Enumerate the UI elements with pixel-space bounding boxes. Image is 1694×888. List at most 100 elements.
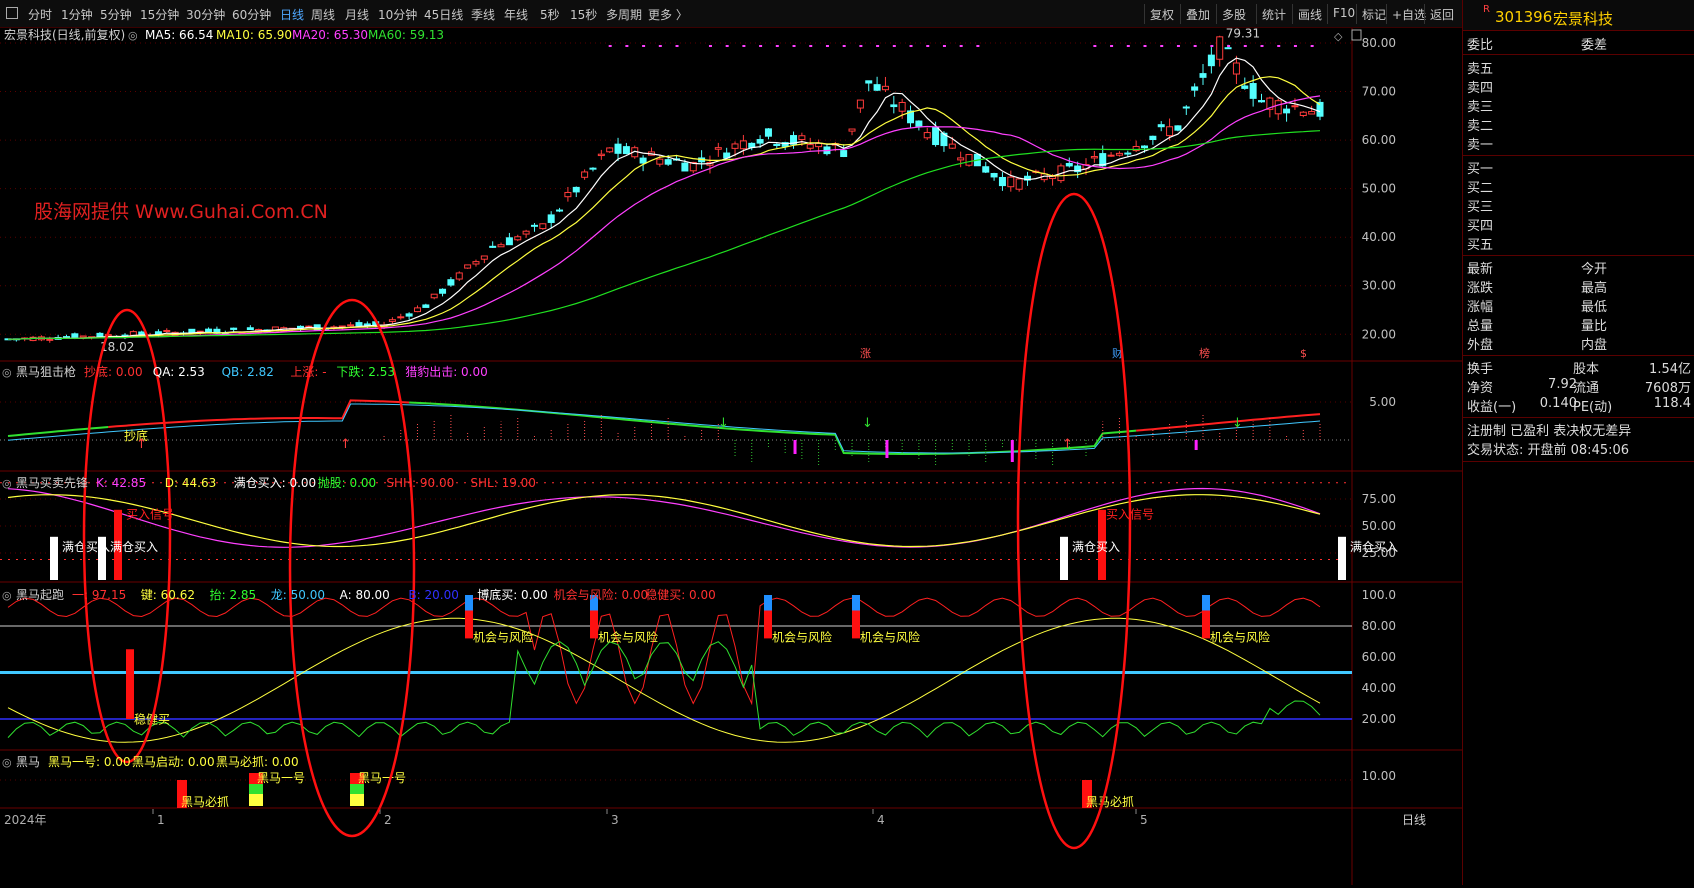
axis-corner-label: 日线 (1402, 813, 1426, 827)
toolbar-grid-icon[interactable] (6, 7, 18, 19)
indicator-param: 抬: 2.85 (210, 588, 257, 602)
period-tab-13[interactable]: 5秒 (540, 8, 560, 22)
candle-body (363, 323, 371, 326)
candle-body (455, 272, 463, 280)
period-tab-1[interactable]: 1分钟 (61, 8, 93, 22)
toolbar-action-1[interactable]: 叠加 (1186, 8, 1211, 22)
p4-risk-label: 机会与风险 (772, 630, 832, 645)
signal-dot (1227, 45, 1231, 47)
p2-down-arrow-icon: ↓ (862, 416, 873, 431)
candle-body (505, 237, 513, 246)
stock-header[interactable]: R 301396 宏景科技 (1463, 0, 1694, 31)
signal-dot (1193, 45, 1197, 47)
date-axis-label: 2 (384, 813, 392, 827)
ma-line-60 (8, 130, 1321, 340)
finance-value-2: 7608万 (1644, 381, 1691, 396)
indicator-name: 黑马 (16, 755, 40, 769)
p2-axis-label: 5.00 (1369, 395, 1396, 409)
low-price-label: 18.02 (100, 340, 134, 354)
highlight-ellipse (82, 308, 172, 764)
candle-body (840, 150, 848, 158)
toolbar-action-8[interactable]: 返回 (1430, 8, 1455, 22)
p5-bizhua-label: 黑马必抓 (1086, 795, 1134, 809)
toolbar-action-4[interactable]: 画线 (1298, 8, 1323, 22)
period-tab-12[interactable]: 年线 (504, 8, 529, 22)
candle-body (129, 331, 137, 336)
candle-body (681, 162, 689, 172)
period-tab-3[interactable]: 15分钟 (140, 8, 180, 22)
finance-label: 换手 (1467, 362, 1494, 377)
signal-dot (1210, 45, 1214, 47)
candle-body (898, 101, 906, 112)
p4-blue-block (590, 595, 598, 611)
signal-dot (1126, 45, 1130, 47)
trade-status-text: 交易状态: 开盘前 08:45:06 (1467, 443, 1630, 458)
p2-bar (1010, 440, 1014, 462)
ma-line-20 (8, 95, 1321, 340)
period-tab-16[interactable]: 更多 〉 (648, 8, 688, 22)
signal-dot (642, 45, 646, 47)
period-tab-6[interactable]: 日线 (280, 8, 305, 22)
indicator-settings-icon: ◎ (2, 477, 12, 490)
toolbar-action-0[interactable]: 复权 (1150, 8, 1175, 22)
chart-canvas[interactable]: 80.00 70.00 60.00 50.00 40.00 30.00 20.00 79.31… (0, 27, 1462, 885)
signal-dot (942, 45, 946, 47)
candle-body (597, 153, 605, 157)
date-axis-label: 2024年 (4, 813, 47, 827)
p3-buy-label: 满仓买入 (1350, 540, 1398, 554)
chart-area[interactable]: 80.00 70.00 60.00 50.00 40.00 30.00 20.00 79.31… (0, 27, 1462, 885)
quote-row: 外盘 内盘 (1463, 334, 1694, 353)
candle-body (564, 191, 572, 198)
period-tab-14[interactable]: 15秒 (570, 8, 598, 22)
p4-risk-label: 机会与风险 (860, 630, 920, 645)
p3-axis-label: 50.00 (1362, 519, 1396, 533)
candle-body (589, 167, 597, 170)
candle-body (1291, 105, 1299, 108)
signal-dot (625, 45, 629, 47)
candle-body (1090, 156, 1098, 159)
toolbar-separator (1180, 4, 1181, 24)
candle-body (781, 142, 789, 147)
indicator-param: 猎豹出击: 0.00 (405, 364, 488, 379)
period-tab-2[interactable]: 5分钟 (100, 8, 132, 22)
toolbar-action-5[interactable]: F10 (1333, 6, 1356, 20)
candle-body (873, 84, 881, 91)
diamond-icon: ◇ (1334, 30, 1343, 43)
indicator-settings-icon: ◎ (2, 756, 12, 769)
finance-label: 净资 (1467, 381, 1494, 396)
signal-dot (1277, 45, 1281, 47)
toolbar-action-3[interactable]: 统计 (1262, 8, 1287, 22)
candle-body (957, 157, 965, 161)
quote-row: 涨幅 最低 (1463, 296, 1694, 315)
toolbar-separator (1327, 4, 1328, 24)
period-tab-7[interactable]: 周线 (311, 8, 336, 22)
divider (1463, 155, 1694, 156)
indicator-param: 上涨: - (290, 364, 326, 379)
candle-body (940, 132, 948, 147)
period-tab-15[interactable]: 多周期 (606, 8, 643, 22)
ma-line-5 (8, 57, 1321, 340)
period-tab-9[interactable]: 10分钟 (378, 8, 418, 22)
indicator-param: 抛股: 0.00 (318, 475, 377, 490)
toolbar-action-7[interactable]: +自选 (1392, 8, 1427, 22)
price-axis-label: 20.00 (1362, 327, 1396, 341)
listing-rule-row: 注册制 已盈利 表决权无差异 (1463, 420, 1694, 439)
buy-level-row: 买五 (1463, 234, 1694, 253)
buy-level-label: 买一 (1467, 162, 1494, 177)
signal-dot (976, 45, 980, 47)
period-tab-10[interactable]: 45日线 (424, 8, 464, 22)
period-tab-5[interactable]: 60分钟 (232, 8, 272, 22)
period-tab-8[interactable]: 月线 (345, 8, 370, 22)
candle-body (856, 99, 864, 109)
indicator-param: 键: 60.62 (141, 588, 195, 602)
indicator-param: 博底买: 0.00 (477, 587, 548, 602)
period-tab-4[interactable]: 30分钟 (186, 8, 226, 22)
toolbar-action-2[interactable]: 多股 (1222, 8, 1247, 22)
period-tab-0[interactable]: 分时 (28, 8, 53, 22)
period-tab-11[interactable]: 季线 (471, 8, 496, 22)
indicator-param: QA: 2.53 (153, 365, 205, 379)
p3-buy-bar (98, 536, 106, 580)
finance-label-2: 股本 (1573, 362, 1600, 377)
toolbar-action-6[interactable]: 标记 (1362, 8, 1387, 22)
candle-body (430, 293, 438, 299)
